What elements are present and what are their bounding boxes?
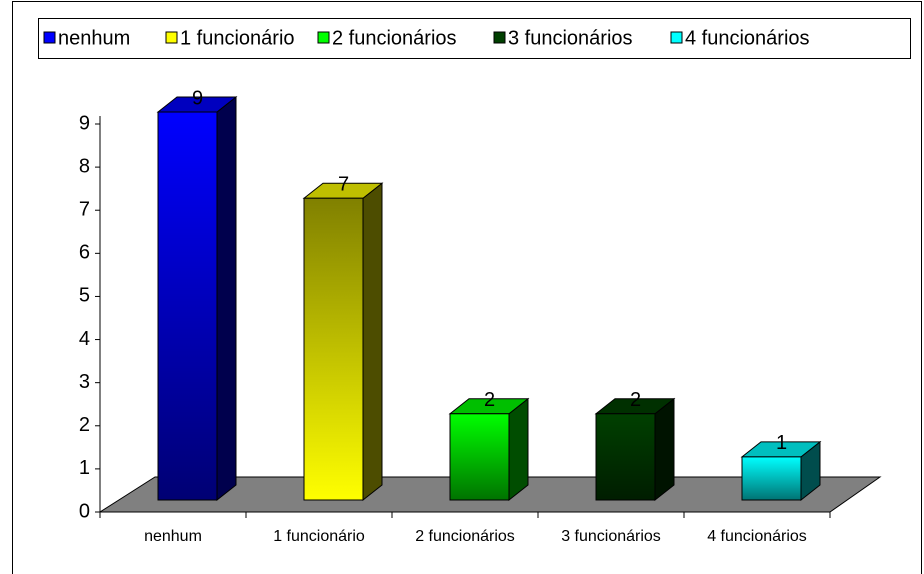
x-tick-label: 4 funcionários: [707, 528, 807, 545]
bar: [741, 456, 802, 501]
x-tick-label: 3 funcionários: [561, 528, 661, 545]
legend-swatch: [493, 31, 506, 44]
legend-box: [38, 18, 911, 59]
legend-label: nenhum: [58, 27, 130, 49]
y-tick-label: 7: [79, 199, 90, 221]
y-tick-label: 4: [79, 328, 90, 350]
y-tick-label: 5: [79, 285, 90, 307]
y-tick-label: 3: [79, 371, 90, 393]
y-tick-label: 2: [79, 414, 90, 436]
bar: [449, 413, 510, 501]
value-label: 9: [192, 87, 203, 109]
bar-side: [508, 397, 529, 502]
value-label: 2: [484, 389, 495, 411]
x-tick-label: 1 funcionário: [273, 528, 365, 545]
legend-label: 4 funcionários: [685, 27, 810, 49]
legend-label: 2 funcionários: [332, 27, 457, 49]
bar: [595, 413, 656, 501]
value-label: 1: [776, 432, 787, 454]
value-label: 7: [338, 174, 349, 196]
legend-swatch: [165, 31, 178, 44]
bar-side: [216, 95, 237, 502]
legend-swatch: [43, 31, 56, 44]
bar: [157, 111, 218, 501]
y-tick-label: 6: [79, 242, 90, 264]
value-label: 2: [630, 389, 641, 411]
y-tick-label: 0: [79, 500, 90, 522]
legend-label: 1 funcionário: [180, 27, 295, 49]
legend-label: 3 funcionários: [508, 27, 633, 49]
y-tick-label: 1: [79, 457, 90, 479]
y-tick-label: 8: [79, 155, 90, 177]
legend-swatch: [317, 31, 330, 44]
legend-swatch: [670, 31, 683, 44]
bar-side: [362, 182, 383, 502]
y-tick-label: 9: [79, 112, 90, 134]
x-tick-label: nenhum: [144, 528, 202, 545]
x-tick-label: 2 funcionários: [415, 528, 515, 545]
chart-frame: [12, 1, 922, 574]
bar-side: [654, 397, 675, 502]
bar: [303, 197, 364, 501]
